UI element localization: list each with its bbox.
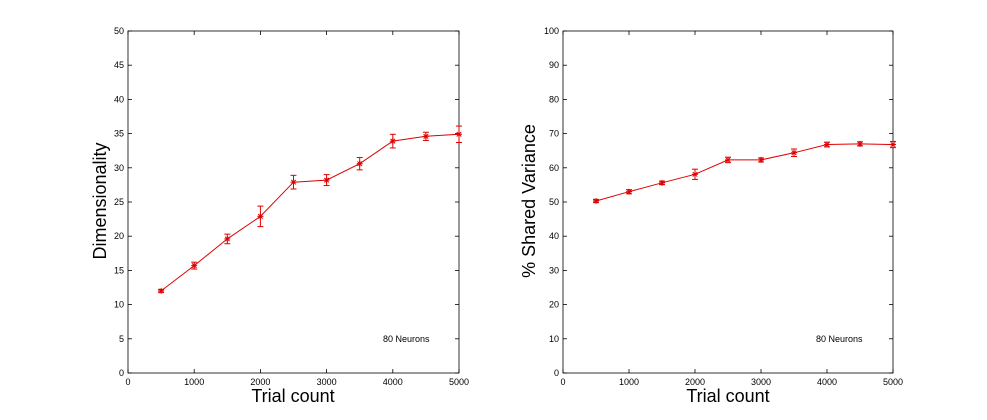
x-tick-label: 3000 xyxy=(751,377,771,387)
y-tick-label: 25 xyxy=(114,197,124,207)
y-tick-label: 30 xyxy=(549,265,559,275)
y-tick-label: 40 xyxy=(114,94,124,104)
series-line xyxy=(160,133,460,292)
series-line xyxy=(595,143,894,202)
x-tick-label: 4000 xyxy=(383,377,403,387)
dimensionality-series xyxy=(158,125,462,294)
data-point xyxy=(725,156,731,163)
data-point xyxy=(758,156,764,163)
x-tick-label: 1000 xyxy=(184,377,204,387)
data-point xyxy=(422,133,429,140)
x-tick-label: 5000 xyxy=(449,377,469,387)
shared-variance-y-axis-ticks: 0 10 20 30 40 50 60 70 80 90 100 xyxy=(544,26,893,378)
y-tick-label: 70 xyxy=(549,129,559,139)
y-tick-label: 10 xyxy=(114,300,124,310)
y-tick-label: 0 xyxy=(119,368,124,378)
data-point xyxy=(224,235,231,242)
y-tick-label: 90 xyxy=(549,60,559,70)
data-point xyxy=(692,171,698,178)
x-tick-label: 0 xyxy=(125,377,130,387)
y-tick-label: 80 xyxy=(549,94,559,104)
y-tick-label: 35 xyxy=(114,129,124,139)
shared-variance-x-axis-ticks: 0 1000 2000 3000 4000 5000 xyxy=(560,31,903,387)
shared-variance-neuron-count-annotation: 80 Neurons xyxy=(816,334,863,344)
y-tick-label: 10 xyxy=(549,334,559,344)
shared-variance-x-axis-label: Trial count xyxy=(686,386,769,406)
y-tick-label: 20 xyxy=(549,300,559,310)
dimensionality-x-axis-label: Trial count xyxy=(251,386,334,406)
y-tick-label: 45 xyxy=(114,60,124,70)
data-point xyxy=(257,213,264,220)
x-tick-label: 3000 xyxy=(317,377,337,387)
x-tick-label: 2000 xyxy=(685,377,705,387)
dimensionality-chart: 0 1000 2000 3000 4000 5000 0 5 10 15 20 25 30 35 40 45… xyxy=(90,26,469,406)
y-tick-label: 0 xyxy=(554,368,559,378)
shared-variance-y-axis-label: % Shared Variance xyxy=(519,124,539,278)
x-tick-label: 2000 xyxy=(250,377,270,387)
y-tick-label: 20 xyxy=(114,231,124,241)
y-tick-label: 50 xyxy=(549,197,559,207)
y-tick-label: 15 xyxy=(114,265,124,275)
dimensionality-x-axis-ticks: 0 1000 2000 3000 4000 5000 xyxy=(125,31,469,387)
y-tick-label: 50 xyxy=(114,26,124,36)
y-tick-label: 30 xyxy=(114,163,124,173)
data-point xyxy=(356,160,363,167)
data-point xyxy=(791,149,797,156)
shared-variance-chart: 0 1000 2000 3000 4000 5000 0 10 20 30 40 50 60 70 80 9… xyxy=(519,26,903,406)
data-point xyxy=(593,197,599,204)
x-tick-label: 1000 xyxy=(619,377,639,387)
data-point xyxy=(456,131,462,138)
x-tick-label: 4000 xyxy=(817,377,837,387)
data-point xyxy=(290,179,297,186)
data-point xyxy=(857,140,863,147)
dimensionality-y-axis-label: Dimensionality xyxy=(90,142,110,259)
data-point xyxy=(323,177,330,184)
y-tick-label: 60 xyxy=(549,163,559,173)
shared-variance-series xyxy=(593,140,896,204)
data-point xyxy=(626,188,632,195)
data-point xyxy=(890,141,896,148)
y-tick-label: 100 xyxy=(544,26,559,36)
dimensionality-neuron-count-annotation: 80 Neurons xyxy=(383,334,430,344)
data-point xyxy=(191,262,198,269)
x-tick-label: 5000 xyxy=(883,377,903,387)
data-point xyxy=(659,179,665,186)
y-tick-label: 40 xyxy=(549,231,559,241)
x-tick-label: 0 xyxy=(560,377,565,387)
y-tick-label: 5 xyxy=(119,334,124,344)
dimensionality-y-axis-ticks: 0 5 10 15 20 25 30 35 40 45 50 xyxy=(114,26,459,378)
data-point xyxy=(824,141,830,148)
data-point xyxy=(389,138,396,145)
data-point xyxy=(158,287,165,294)
